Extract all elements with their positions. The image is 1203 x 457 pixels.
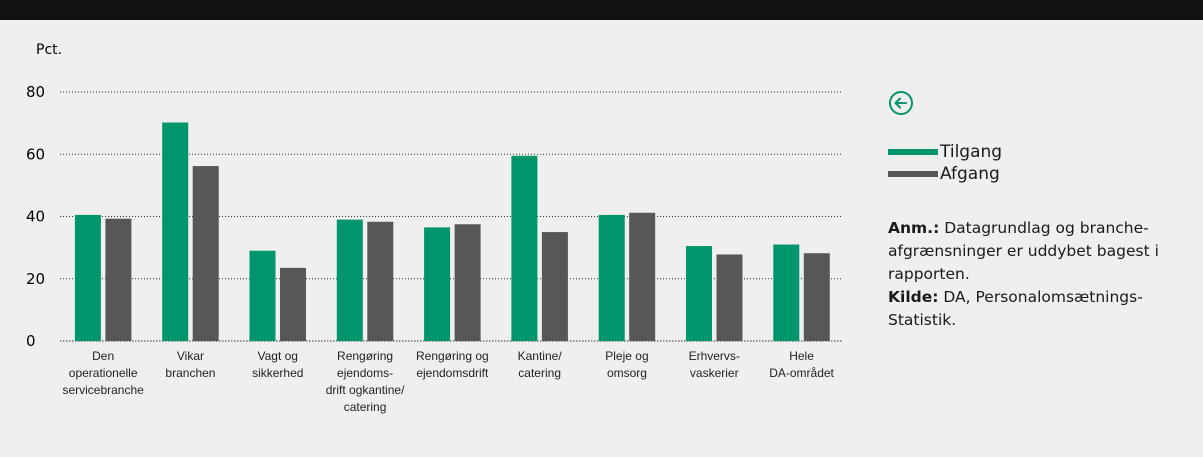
x-tick-label: Vagt og sikkerhed (252, 349, 303, 380)
x-tick-line: vaskerier (690, 366, 739, 380)
note-anm-label: Anm.: (888, 219, 940, 237)
x-tick-line: catering (344, 400, 387, 414)
x-tick-line: DA-området (769, 366, 834, 380)
bar-afgang (192, 166, 219, 341)
legend-item-afgang: Afgang (888, 164, 1000, 184)
x-tick-line: Vagt og (258, 349, 298, 363)
x-tick-line: Den (92, 349, 114, 363)
y-tick-label: 20 (26, 270, 45, 288)
x-tick-line: sikkerhed (252, 366, 303, 380)
x-tick-line: branchen (165, 366, 215, 380)
bar-tilgang (424, 227, 451, 341)
x-tick-line: Erhvervs- (689, 349, 740, 363)
x-tick-line: servicebranche (62, 383, 144, 397)
x-tick-label: Pleje og omsorg (605, 349, 648, 380)
legend-label: Afgang (940, 164, 1000, 184)
bar-chart: Pct. 0 20 40 60 80 Den operationelle servicebr… (26, 42, 842, 414)
legend-swatch (888, 171, 938, 177)
x-tick-label: Hele DA-området (769, 349, 834, 380)
bar-afgang (803, 253, 830, 341)
bar-tilgang (598, 214, 625, 341)
x-tick-line: ejendomsdrift (416, 366, 489, 380)
x-tick-line: catering (518, 366, 561, 380)
note-kilde-text: DA, Personalomsætnings-Statistik. (888, 288, 1143, 329)
bar-afgang (629, 212, 656, 341)
x-tick-line: ejendoms- (337, 366, 393, 380)
x-tick-line: operationelle (69, 366, 138, 380)
y-tick-label: 0 (26, 332, 36, 350)
y-tick-label: 80 (26, 83, 45, 101)
bar-afgang (280, 267, 306, 341)
legend-item-tilgang: Tilgang (888, 142, 1002, 162)
bar-tilgang (249, 250, 276, 341)
x-tick-label: Vikar branchen (165, 349, 215, 380)
x-tick-label: Den operationelle servicebranche (62, 349, 144, 397)
bar-afgang (367, 221, 394, 341)
x-tick-label: Rengøring og ejendomsdrift (416, 349, 489, 380)
bar-tilgang (511, 155, 538, 341)
bar-afgang (541, 232, 568, 341)
y-tick-label: 60 (26, 145, 45, 163)
circle-arrow-left-icon[interactable] (888, 90, 914, 116)
chart-note: Anm.: Datagrundlag og branche-afgrænsnin… (888, 217, 1188, 332)
bar-tilgang (74, 214, 101, 341)
top-bar (0, 0, 1203, 20)
x-ticks: Den operationelle servicebranche Vikar branc… (62, 349, 834, 414)
x-tick-line: Rengøring og (416, 349, 489, 363)
bar-tilgang (336, 219, 363, 341)
x-tick-line: Vikar (177, 349, 204, 363)
bar-afgang (716, 254, 743, 341)
y-tick-label: 40 (26, 208, 45, 226)
x-tick-line: Pleje og (605, 349, 648, 363)
bars (74, 122, 830, 341)
x-tick-label: Kantine/catering (518, 349, 563, 380)
bar-tilgang (773, 244, 800, 341)
bar-afgang (454, 224, 481, 341)
note-anm-text: Datagrundlag og branche-afgrænsninger er… (888, 219, 1159, 283)
legend-swatch (888, 149, 938, 155)
legend-label: Tilgang (940, 142, 1003, 162)
x-tick-line: drift ogkantine/ (326, 383, 405, 397)
x-tick-line: Rengøring (337, 349, 393, 363)
bar-tilgang (686, 246, 712, 341)
y-ticks: 0 20 40 60 80 (26, 83, 45, 350)
bar-afgang (105, 218, 132, 341)
x-tick-line: omsorg (607, 366, 647, 380)
x-tick-line: Hele (789, 349, 814, 363)
x-tick-label: Erhvervs-vaskerier (689, 349, 740, 380)
x-tick-line: Kantine/ (518, 349, 563, 363)
x-tick-label: Rengøring ejendoms-drift ogkantine/cateri… (326, 349, 405, 414)
bar-tilgang (162, 122, 189, 341)
note-kilde-label: Kilde: (888, 288, 939, 306)
y-axis-label: Pct. (36, 42, 62, 58)
